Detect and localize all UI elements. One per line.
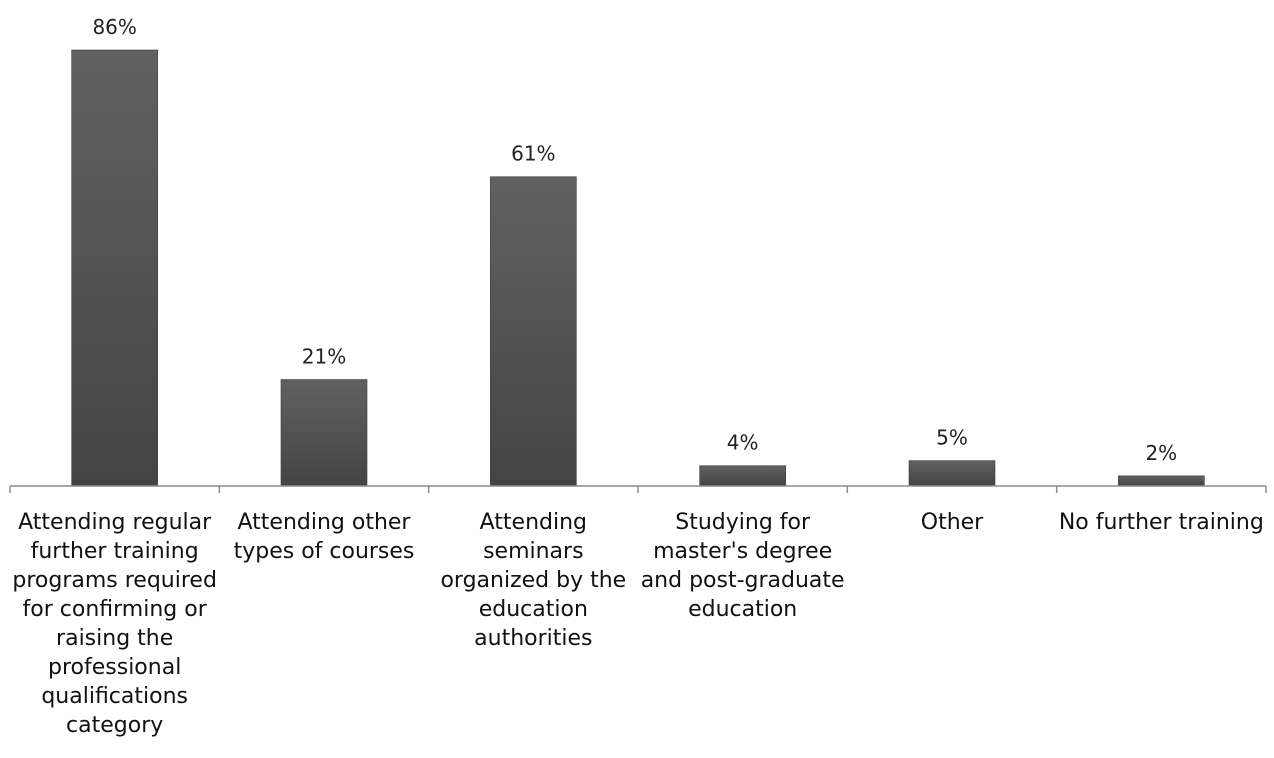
category-label: No further training bbox=[1058, 508, 1264, 537]
category-label: Attending regular further training progr… bbox=[12, 508, 218, 740]
data-label: 5% bbox=[936, 426, 968, 450]
data-label: 21% bbox=[302, 345, 346, 369]
bar bbox=[909, 461, 995, 486]
category-label: Other bbox=[849, 508, 1055, 537]
x-axis bbox=[10, 486, 1266, 493]
bar bbox=[72, 50, 158, 486]
bar bbox=[281, 380, 367, 486]
data-label: 61% bbox=[511, 142, 555, 166]
bar bbox=[490, 177, 576, 486]
bar bbox=[700, 466, 786, 486]
data-label: 86% bbox=[92, 15, 136, 39]
bars-layer bbox=[72, 50, 1205, 486]
category-label: Attending other types of courses bbox=[221, 508, 427, 566]
category-label: Studying for master's degree and post-gr… bbox=[640, 508, 846, 624]
data-label: 2% bbox=[1145, 441, 1177, 465]
data-label: 4% bbox=[727, 431, 759, 455]
bar bbox=[1118, 476, 1204, 486]
data-labels-layer: 86% 21% 61% 4% 5% 2% bbox=[92, 15, 1177, 465]
category-label: Attending seminars organized by the educ… bbox=[430, 508, 636, 653]
